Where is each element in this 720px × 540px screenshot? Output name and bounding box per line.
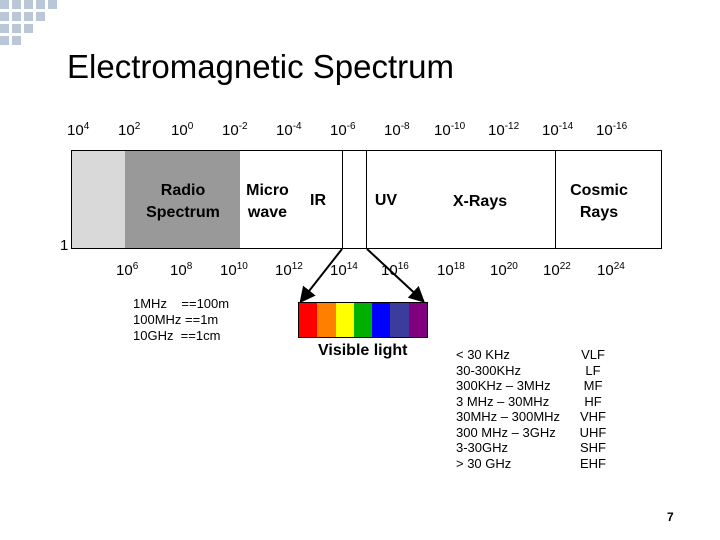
wavelength-label: 10-6 <box>330 121 356 140</box>
spectrum-box <box>71 150 662 249</box>
wavelength-label: 100 <box>171 121 194 140</box>
visible-light-arrows <box>299 248 425 304</box>
wavelength-label: 10-14 <box>542 121 574 140</box>
color-swatch <box>372 303 391 337</box>
range-cell: 300KHz – 3MHz <box>456 378 551 393</box>
corner-decoration <box>0 0 60 45</box>
wavelength-label: 10-12 <box>488 121 520 140</box>
frequency-label: 1018 <box>437 261 465 280</box>
xrays-label: X-Rays <box>452 193 508 210</box>
frequency-label: 108 <box>170 261 193 280</box>
color-swatch <box>335 303 354 337</box>
color-swatch <box>408 303 427 337</box>
cosmic-rays-label: Cosmic Rays <box>570 182 628 221</box>
color-swatch <box>299 303 318 337</box>
radio-range-column: < 30 KHz 30-300KHz 300KHz – 3MHz 3 MHz –… <box>456 347 560 471</box>
band-name-cell: HF <box>584 393 602 409</box>
left-marker: 1 <box>60 237 69 254</box>
range-cell: 300 MHz – 3GHz <box>456 424 556 440</box>
range-cell: < 30 KHz <box>456 347 510 362</box>
ir-label: IR <box>310 192 326 209</box>
radio-band <box>125 150 240 249</box>
band-name-cell: VHF <box>580 409 606 424</box>
frequency-label: 1014 <box>330 261 358 280</box>
wavelength-label: 10-10 <box>434 121 466 140</box>
frequency-label: 1010 <box>220 261 248 280</box>
wavelength-label: 10-2 <box>222 121 248 140</box>
range-cell: 30-300KHz <box>456 362 522 378</box>
ir-uv-divider <box>342 150 343 249</box>
slide-title: Electromagnetic Spectrum <box>67 48 454 85</box>
frequency-label: 1012 <box>275 261 303 280</box>
uv-label: UV <box>374 192 398 209</box>
page-number: 7 <box>667 510 674 524</box>
conversion-notes: 1MHz ==100m 100MHz ==1m 10GHz ==1cm <box>133 296 229 344</box>
band-name-cell: SHF <box>580 440 606 455</box>
left-band <box>71 150 125 249</box>
color-swatch <box>353 303 373 337</box>
wavelength-label: 10-16 <box>596 121 628 140</box>
xray-cosmic-divider <box>555 150 556 249</box>
band-name-cell: UHF <box>579 424 607 440</box>
visible-light-strip <box>298 302 428 338</box>
conversion-line: 1MHz ==100m <box>133 296 230 311</box>
radio-name-column: VLF LF MF HF VHF UHF SHF EHF <box>578 347 608 471</box>
frequency-label: 1022 <box>543 261 571 280</box>
range-cell: > 30 GHz <box>456 455 512 471</box>
conversion-line: 10GHz ==1cm <box>133 328 221 343</box>
wavelength-label: 102 <box>118 121 141 140</box>
microwave-label: Micro wave <box>246 182 289 221</box>
band-name-cell: EHF <box>580 455 606 471</box>
band-name-cell: MF <box>583 378 603 393</box>
frequency-label: 1020 <box>490 261 518 280</box>
range-cell: 3-30GHz <box>456 440 509 455</box>
radio-label: Radio Spectrum <box>146 182 220 221</box>
frequency-label: 1024 <box>597 261 625 280</box>
wavelength-label: 10-4 <box>276 121 302 140</box>
color-swatch <box>317 303 336 337</box>
range-cell: 30MHz – 300MHz <box>456 409 561 424</box>
arrow-right <box>366 248 425 303</box>
frequency-label: 106 <box>116 261 139 280</box>
range-cell: 3 MHz – 30MHz <box>456 393 550 409</box>
wavelength-label: 10-8 <box>384 121 410 140</box>
wavelength-label: 104 <box>67 121 90 140</box>
visible-light-label: Visible light <box>318 342 408 359</box>
band-name-cell: LF <box>585 362 601 378</box>
band-name-cell: VLF <box>581 347 605 362</box>
conversion-line: 100MHz ==1m <box>133 312 219 327</box>
uv-left-divider <box>366 150 367 249</box>
color-swatch <box>390 303 409 337</box>
arrow-left <box>299 248 343 304</box>
